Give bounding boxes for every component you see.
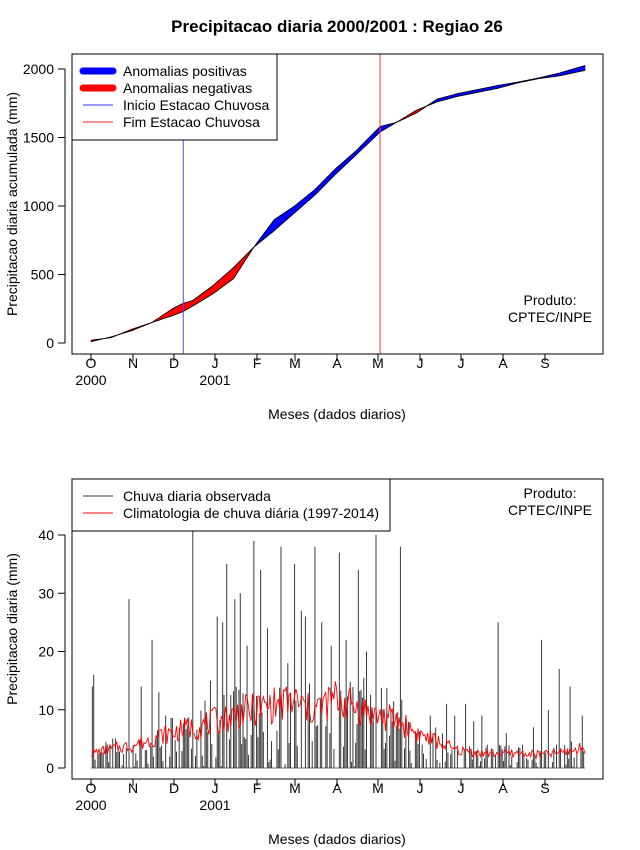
x-tick-label: N [128, 355, 138, 371]
x-tick-label: A [332, 780, 342, 796]
legend-label-season-end: Fim Estacao Chuvosa [123, 114, 260, 130]
y-tick-label: 500 [31, 267, 55, 283]
daily-plot-area [90, 529, 586, 769]
x-tick-label: F [253, 355, 262, 371]
x-tick-label: M [372, 355, 384, 371]
x-tick-label: A [332, 355, 342, 371]
x-tick-label: A [498, 355, 508, 371]
y-tick-label: 0 [46, 335, 54, 351]
x-tick-label: J [417, 780, 424, 796]
daily-y-ticks: 0 10 20 30 40 [38, 527, 66, 776]
x-tick-label: N [128, 780, 138, 796]
y-tick-label: 30 [38, 585, 54, 601]
cumulative-year-label-2000: 2000 [75, 372, 106, 388]
x-tick-label: J [458, 780, 465, 796]
x-tick-label: J [458, 355, 465, 371]
chart-title: Precipitacao diaria 2000/2001 : Regiao 2… [171, 17, 503, 36]
x-tick-label: S [540, 355, 549, 371]
x-tick-label: D [169, 355, 179, 371]
x-tick-label: F [253, 780, 262, 796]
legend-label-negative: Anomalias negativas [123, 80, 252, 96]
climatology-cumulative-line [90, 70, 586, 341]
daily-legend-box [71, 478, 391, 532]
legend-label-positive: Anomalias positivas [123, 63, 247, 79]
y-tick-label: 10 [38, 702, 54, 718]
climatology-daily-line [90, 681, 586, 760]
legend-label-season-start: Inicio Estacao Chuvosa [123, 97, 270, 113]
x-tick-label: M [372, 780, 384, 796]
cumulative-y-ticks: 0 500 1000 1500 2000 [23, 61, 66, 351]
observed-cumulative-line [90, 65, 586, 342]
x-tick-label: S [540, 780, 549, 796]
cumulative-legend: Anomalias positivas Anomalias negativas … [71, 53, 278, 141]
x-tick-label: J [212, 780, 219, 796]
daily-product-source: CPTEC/INPE [508, 502, 592, 518]
x-tick-label: M [289, 355, 301, 371]
x-tick-label: D [169, 780, 179, 796]
y-tick-label: 20 [38, 644, 54, 660]
x-tick-label: J [212, 355, 219, 371]
y-tick-label: 2000 [23, 61, 54, 77]
cumulative-product-source: CPTEC/INPE [508, 309, 592, 325]
cumulative-product-label: Produto: [524, 292, 577, 308]
y-tick-label: 1000 [23, 198, 54, 214]
y-tick-label: 0 [46, 760, 54, 776]
legend-label-observed: Chuva diaria observada [123, 488, 271, 504]
daily-year-label-2001: 2001 [199, 797, 230, 813]
x-tick-label: O [86, 355, 97, 371]
daily-chart: 0 10 20 30 40 O N D J F M A M J J A S 2000 2001 Meses (… [4, 478, 604, 847]
x-tick-label: O [86, 780, 97, 796]
x-tick-label: A [498, 780, 508, 796]
daily-y-axis-label: Precipitacao diaria (mm) [4, 553, 20, 705]
x-tick-label: J [417, 355, 424, 371]
daily-x-axis-label: Meses (dados diarios) [268, 831, 406, 847]
cumulative-plot-area [90, 54, 586, 354]
x-tick-label: M [289, 780, 301, 796]
y-tick-label: 40 [38, 527, 54, 543]
daily-legend: Chuva diaria observada Climatologia de c… [71, 478, 391, 532]
cumulative-y-axis-label: Precipitacao diaria acumulada (mm) [4, 92, 20, 316]
cumulative-year-label-2001: 2001 [199, 372, 230, 388]
daily-year-label-2000: 2000 [75, 797, 106, 813]
daily-product-label: Produto: [524, 485, 577, 501]
y-tick-label: 1500 [23, 130, 54, 146]
cumulative-chart: Precipitacao diaria 2000/2001 : Regiao 2… [4, 17, 604, 422]
cumulative-x-axis-label: Meses (dados diarios) [268, 406, 406, 422]
legend-label-climatology: Climatologia de chuva diária (1997-2014) [123, 505, 379, 521]
